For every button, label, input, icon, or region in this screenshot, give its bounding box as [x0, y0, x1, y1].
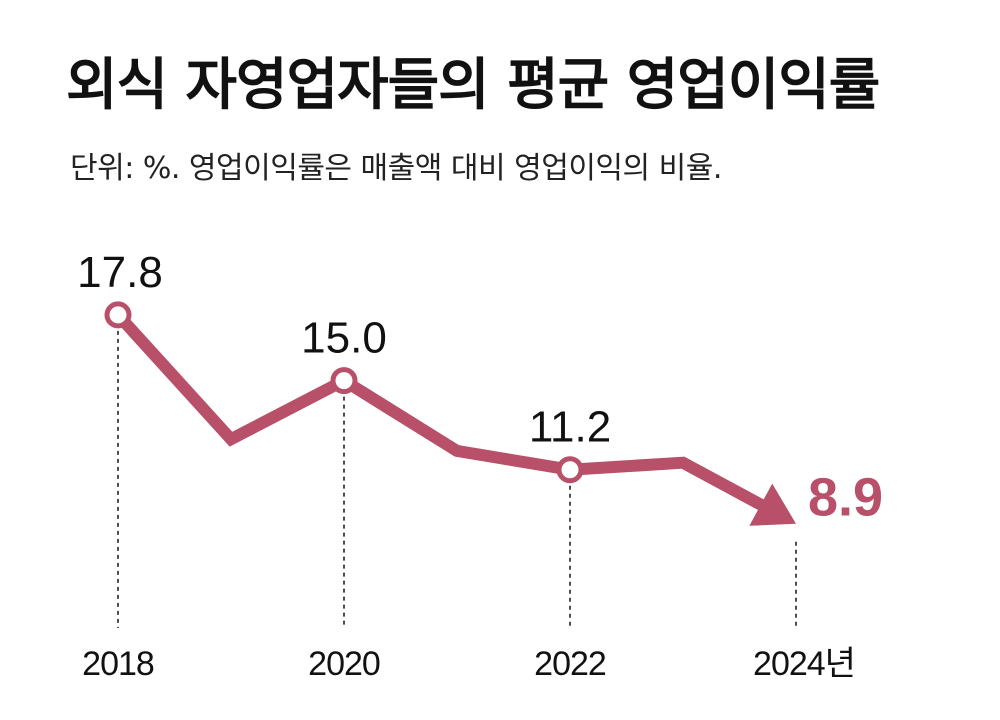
data-point-2022 — [556, 456, 584, 484]
series-arrowhead — [749, 483, 796, 526]
x-tick-label-2018: 2018 — [82, 645, 154, 683]
data-label-2024: 8.9 — [808, 468, 883, 528]
x-tick-label-2020: 2020 — [308, 645, 380, 683]
series-line — [113, 310, 766, 511]
data-point-2018 — [104, 301, 132, 329]
chart-title: 외식 자영업자들의 평균 영업이익률 — [66, 53, 880, 118]
data-label-2020: 15.0 — [301, 314, 387, 363]
x-tick-label-2024: 2024년 — [753, 645, 855, 683]
data-label-2018: 17.8 — [77, 248, 163, 297]
data-label-2022: 11.2 — [529, 403, 611, 452]
chart-subtitle: 단위: %. 영업이익률은 매출액 대비 영업이익의 비율. — [70, 151, 722, 186]
data-point-2020 — [330, 367, 358, 395]
x-tick-label-2022: 2022 — [534, 645, 606, 683]
